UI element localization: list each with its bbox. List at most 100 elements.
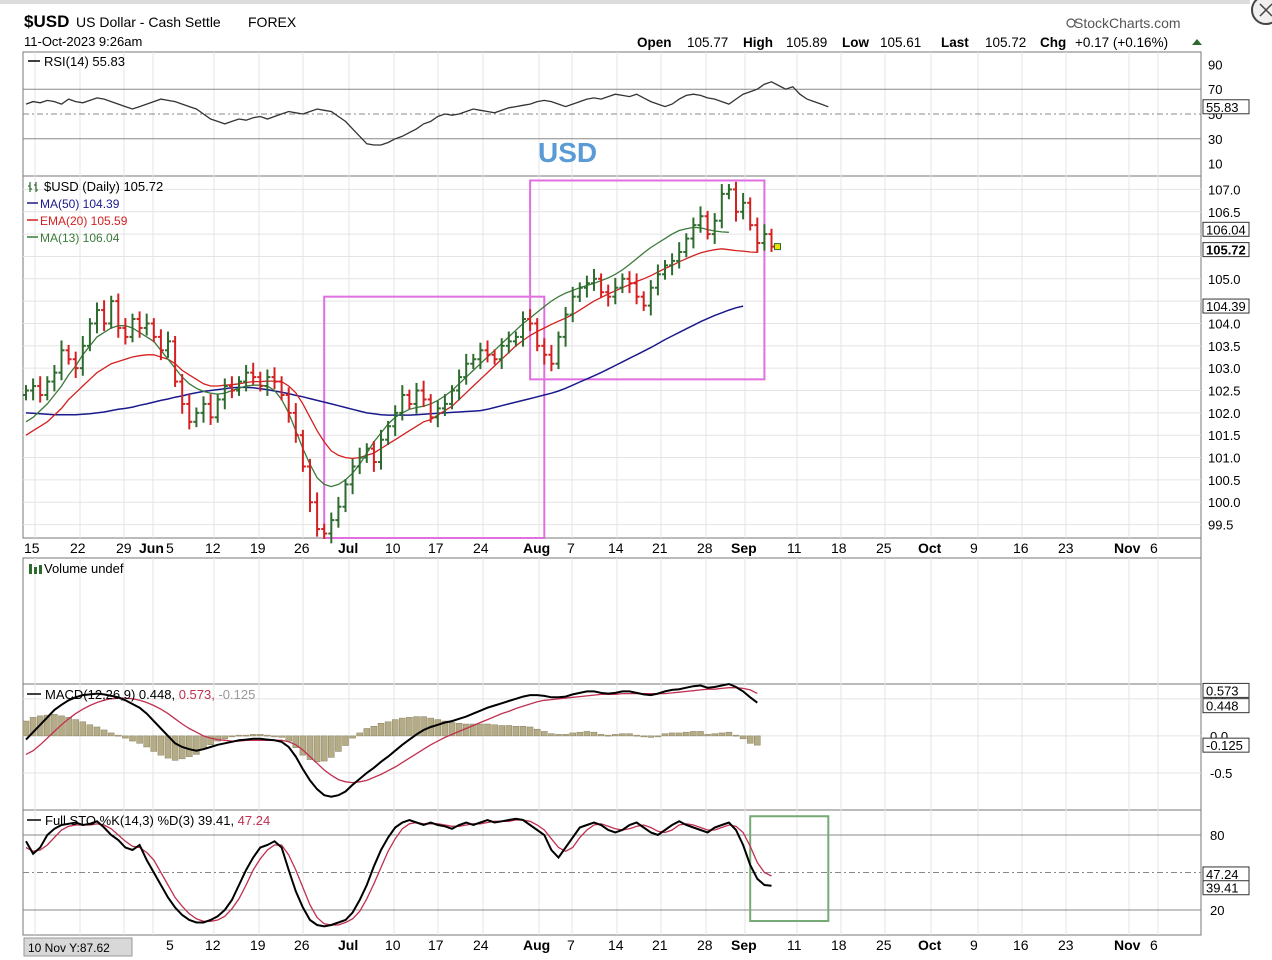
xlabel-xaxis1-4: 5 [166,540,174,556]
xlabel-xaxis1-12: Aug [523,540,550,556]
price-bar-22 [179,373,186,414]
price-bar-46 [349,458,356,495]
macd-hist-46 [349,735,356,739]
macd-hist-48 [363,728,371,737]
macd-hist-50 [377,723,385,737]
xlabel-xaxis1-20: 25 [876,540,892,556]
macd-hist-34 [264,734,271,737]
sto-highlight-box [749,815,830,922]
macd-hist-89 [654,735,662,738]
xlabel-xaxis2-15: 21 [652,937,668,953]
macd-hist-54 [406,717,413,737]
sto-legend-d: 47.24 [238,813,271,828]
price-bar-50 [378,429,384,470]
macd-hist-37 [285,735,292,742]
price-bar-24 [193,407,200,428]
xlabel-xaxis1-2: 29 [116,540,132,556]
price-bar-97 [711,213,718,244]
macd-hist-4 [51,714,58,737]
price-tick-5: 103.0 [1208,361,1241,376]
xlabel-xaxis1-21: Oct [918,540,942,556]
macd-hist-68 [505,725,513,737]
price-bar-52 [392,405,399,437]
macd-hist-71 [526,726,534,737]
macd-hist-13 [115,734,122,737]
xlabel-xaxis1-26: 6 [1150,540,1158,556]
price-bar-17 [143,313,150,336]
price-bar-35 [271,367,278,390]
symbol-name: US Dollar - Cash Settle [76,14,221,30]
price-bar-69 [512,331,519,347]
brand[interactable]: StockCharts.com [1074,15,1181,31]
chg-value: +0.17 (+0.16%) [1075,35,1168,50]
xlabel-xaxis1-16: 28 [697,540,713,556]
xlabel-xaxis1-6: 19 [250,540,266,556]
macd-hist-76 [562,734,569,737]
macd-hist-94 [690,731,697,737]
macd-hist-31 [242,734,250,737]
price-bar-23 [186,394,193,430]
price-bar-83 [612,277,619,305]
xlabel-xaxis1-1: 22 [70,540,86,556]
macd-hist-82 [604,734,612,737]
price-bar-93 [683,233,690,258]
macd-hist-16 [136,735,143,744]
macd-hist-49 [370,725,378,737]
macd-hist-87 [640,735,647,738]
xlabel-xaxis1-13: 7 [567,540,575,556]
price-tick-11: 100.0 [1208,495,1241,510]
macd-hist-8 [79,721,87,737]
rsi-legend: RSI(14) 55.83 [44,54,125,69]
price-bar-78 [576,282,583,303]
price-bar-3 [44,376,51,401]
price-bar-86 [633,273,640,305]
macd-hist-52 [391,719,399,737]
macd-hist-5 [58,715,65,737]
chg-label: Chg [1040,35,1066,50]
low-label: Low [842,35,869,50]
rsi-tick-1: 70 [1208,82,1222,97]
price-bar-55 [413,382,420,414]
price-bar-61 [456,369,463,401]
price-tick-7: 102.0 [1208,406,1241,421]
price-bar-92 [676,242,683,269]
price-bar-41 [314,492,321,537]
price-tick-4: 103.5 [1208,339,1241,354]
macd-legend: MACD(12,26,9) 0.448, 0.573, -0.125 [45,687,255,702]
macd-hist-88 [647,735,655,738]
macd-hist-63 [470,723,477,737]
price-tick-2: 105.0 [1208,272,1241,287]
price-bar-25 [200,396,207,423]
up-arrow-icon [1192,39,1202,45]
price-bar-13 [115,293,122,338]
macd-hist-77 [569,732,576,737]
macd-label-1: 0.448 [1206,699,1239,714]
xlabel-xaxis2-26: 6 [1150,937,1158,953]
macd-hist-103 [754,735,761,746]
price-bar-64 [477,342,484,370]
macd-hist-45 [342,735,349,746]
price-bar-12 [108,295,115,329]
macd-hist-39 [299,735,307,756]
high-label: High [743,35,773,50]
macd-hist-65 [484,723,491,737]
macd-hist-26 [207,735,214,746]
price-bar-icon [28,182,38,192]
xlabel-xaxis2-11: 24 [473,937,489,953]
macd-hist-75 [555,734,562,737]
macd-hist-101 [739,735,747,740]
macd-hist-95 [697,731,704,737]
price-bar-102 [747,197,754,231]
macd-hist-92 [675,732,683,737]
price-bar-2 [37,376,44,403]
rsi-tick-3: 30 [1208,132,1222,147]
xlabel-xaxis1-17: Sep [731,540,757,556]
macd-hist-18 [150,735,158,752]
xlabel-xaxis2-16: 28 [697,937,713,953]
price-bar-26 [207,394,214,425]
ma50-legend: MA(50) 104.39 [40,197,120,211]
price-bar-38 [292,403,299,443]
price-tick-0: 107.0 [1208,182,1241,197]
price-bar-0 [23,385,29,401]
price-tick-1: 106.5 [1208,205,1241,220]
